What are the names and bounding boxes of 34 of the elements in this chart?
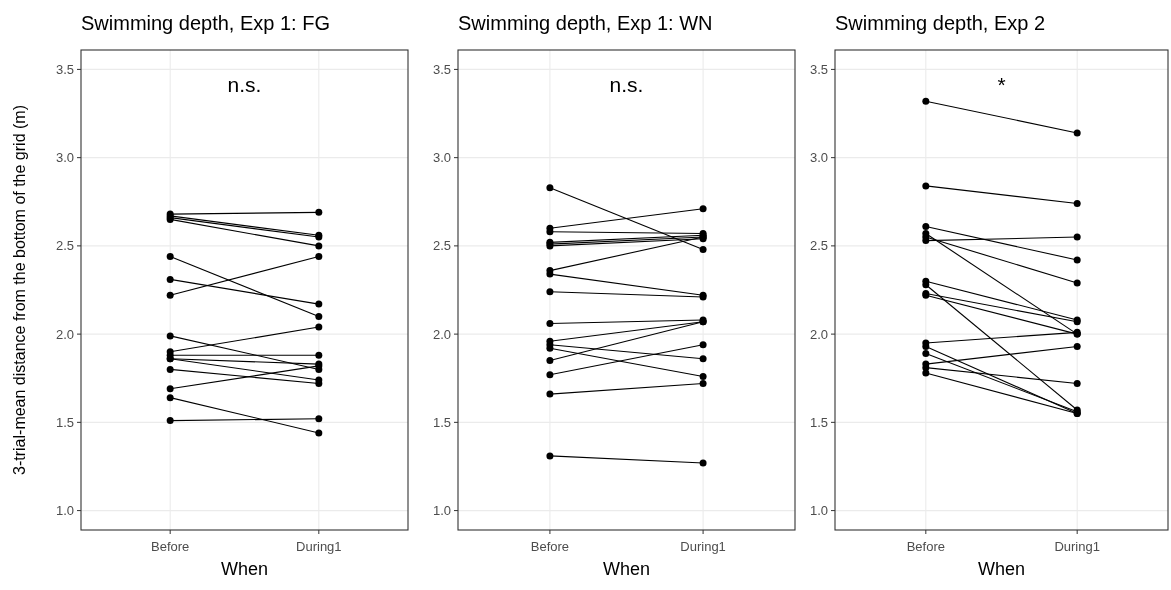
- y-tick-label: 3.5: [55, 61, 74, 77]
- chart-title: Swimming depth, Exp 2: [835, 12, 1046, 34]
- y-tick-label: 1.5: [55, 414, 74, 430]
- annotation: n.s.: [609, 73, 644, 96]
- chart-title: Swimming depth, Exp 1: FG: [81, 12, 330, 34]
- x-tick-label: During1: [1054, 539, 1100, 554]
- y-tick-label: 1.0: [809, 503, 828, 519]
- x-axis-title: When: [602, 559, 651, 579]
- y-tick-label: 2.0: [432, 326, 451, 342]
- y-tick-label: 2.5: [55, 238, 74, 254]
- x-tick-label: Before: [530, 539, 570, 554]
- x-tick-label: During1: [296, 539, 342, 554]
- y-tick-label: 1.5: [432, 414, 451, 430]
- y-tick-label: 3.5: [432, 61, 451, 77]
- y-tick-label: 1.5: [809, 414, 828, 430]
- x-tick-label: During1: [680, 539, 726, 554]
- y-tick-label: 3.5: [809, 61, 828, 77]
- annotation: n.s.: [227, 73, 262, 96]
- x-axis-title: When: [977, 559, 1026, 579]
- y-tick-label: 2.5: [809, 238, 828, 254]
- y-tick-label: 3.0: [55, 150, 74, 166]
- y-tick-label: 2.0: [55, 326, 74, 342]
- y-tick-label: 2.5: [432, 238, 451, 254]
- y-tick-label: 3.0: [809, 150, 828, 166]
- y-tick-label: 1.0: [55, 503, 74, 519]
- chart-title: Swimming depth, Exp 1: WN: [458, 12, 713, 34]
- x-tick-label: Before: [906, 539, 945, 554]
- x-tick-label: Before: [151, 539, 190, 554]
- y-axis-title: 3-trial-mean distance from the bottom of the grid (m): [11, 105, 28, 475]
- y-tick-label: 3.0: [432, 150, 451, 166]
- y-tick-label: 2.0: [809, 326, 828, 342]
- y-tick-label: 1.0: [432, 503, 451, 519]
- annotation: *: [997, 73, 1006, 96]
- x-axis-title: When: [220, 559, 269, 579]
